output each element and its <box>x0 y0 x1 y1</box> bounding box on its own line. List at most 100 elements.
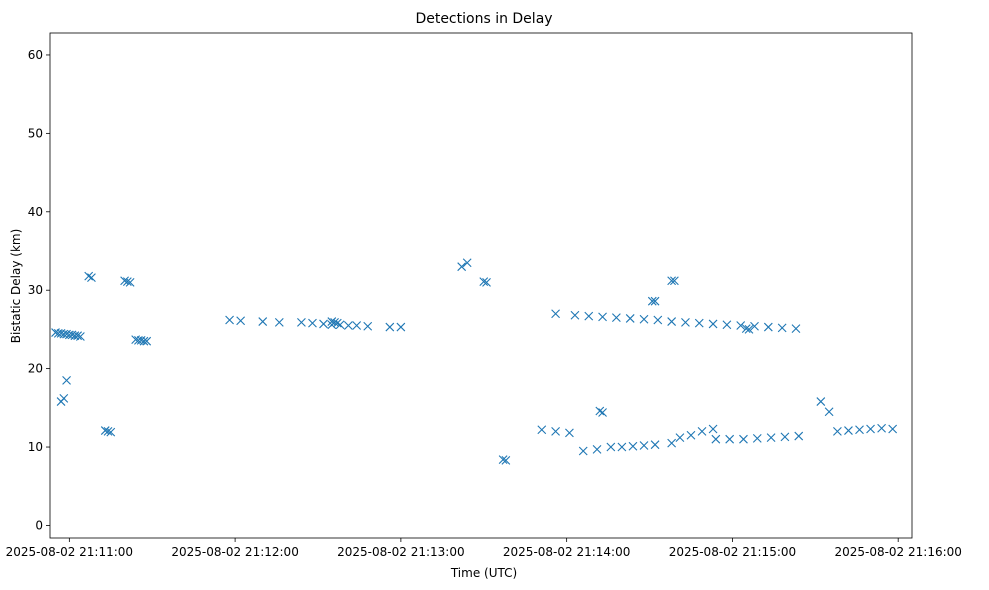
data-point <box>84 271 94 281</box>
plot-frame <box>49 32 913 539</box>
data-point <box>327 317 337 326</box>
data-point <box>763 322 773 332</box>
data-point <box>319 319 328 329</box>
data-point <box>363 321 373 331</box>
data-point <box>617 442 627 452</box>
data-point <box>855 425 864 435</box>
data-point <box>741 324 751 334</box>
data-point <box>650 440 660 450</box>
x-tick-label: 2025-08-02 21:16:00 <box>834 545 961 559</box>
y-tick-label: 50 <box>28 126 43 140</box>
x-tick-label: 2025-08-02 21:13:00 <box>337 545 464 559</box>
data-point <box>752 434 762 443</box>
data-point <box>584 311 594 321</box>
data-point <box>274 317 284 327</box>
data-point <box>816 397 826 406</box>
data-point <box>708 424 718 434</box>
data-point <box>725 434 735 444</box>
data-point <box>76 332 85 341</box>
data-point <box>647 296 657 306</box>
data-point <box>482 277 491 287</box>
data-point <box>670 276 679 286</box>
data-point <box>888 424 898 434</box>
data-point <box>628 441 638 451</box>
x-tick-label: 2025-08-02 21:15:00 <box>669 545 796 559</box>
data-point <box>120 276 129 286</box>
data-point <box>606 442 616 452</box>
data-point <box>694 318 704 328</box>
data-point <box>225 315 234 325</box>
data-point <box>766 433 776 443</box>
data-point <box>103 426 113 436</box>
y-tick-label: 30 <box>28 283 43 297</box>
data-point <box>667 438 677 448</box>
data-point <box>833 426 842 436</box>
data-point <box>125 277 135 287</box>
data-point <box>335 320 345 330</box>
data-point <box>343 321 353 330</box>
data-point <box>352 321 362 330</box>
x-tick-label: 2025-08-02 21:12:00 <box>171 545 298 559</box>
y-axis-label: Bistatic Delay (km) <box>9 229 23 344</box>
data-point <box>59 394 69 403</box>
data-point <box>73 331 83 341</box>
data-point <box>565 428 574 438</box>
data-point <box>744 325 754 334</box>
chart-title: Detections in Delay <box>415 11 552 27</box>
data-point <box>686 430 696 440</box>
data-point <box>498 455 508 464</box>
data-point <box>479 277 489 286</box>
y-tick-label: 20 <box>28 362 43 376</box>
y-tick-label: 40 <box>28 205 43 219</box>
y-tick-label: 60 <box>28 48 43 62</box>
data-point <box>750 321 759 331</box>
data-point <box>824 407 834 417</box>
data-point <box>739 434 748 444</box>
data-point <box>501 455 511 465</box>
data-point <box>122 277 132 286</box>
data-point <box>711 434 721 444</box>
data-point <box>598 312 607 322</box>
data-point <box>595 406 605 416</box>
y-axis: 0 10 20 30 40 50 60 <box>28 48 50 532</box>
x-axis: 2025-08-02 21:11:00 2025-08-02 21:12:00 20… <box>6 538 962 559</box>
data-point <box>100 426 110 435</box>
data-point <box>462 258 472 268</box>
data-point <box>236 316 246 326</box>
data-point <box>639 441 649 450</box>
y-tick-label: 0 <box>35 518 43 532</box>
points-layer <box>51 258 898 465</box>
x-tick-label: 2025-08-02 21:14:00 <box>503 545 630 559</box>
data-point <box>551 309 560 319</box>
data-point <box>258 317 268 326</box>
data-point <box>794 431 804 441</box>
data-point <box>667 317 677 326</box>
data-point <box>106 427 116 437</box>
x-tick-label: 2025-08-02 21:11:00 <box>6 545 133 559</box>
data-point <box>877 423 886 433</box>
data-point <box>681 317 690 327</box>
data-point <box>308 318 317 328</box>
data-point <box>551 426 560 436</box>
data-point <box>625 314 635 323</box>
data-point <box>457 262 467 272</box>
data-point <box>780 432 790 442</box>
x-axis-label: Time (UTC) <box>450 566 517 580</box>
data-point <box>142 336 152 346</box>
data-point <box>777 323 787 333</box>
data-point <box>722 320 732 330</box>
data-point <box>791 324 801 334</box>
data-point <box>396 322 406 332</box>
data-point <box>330 317 339 327</box>
y-tick-label: 10 <box>28 440 43 454</box>
data-point <box>537 425 547 435</box>
data-point <box>697 426 707 436</box>
data-point <box>611 313 621 323</box>
data-point <box>578 446 588 456</box>
data-point <box>385 322 395 332</box>
data-point <box>87 273 96 283</box>
data-point <box>570 310 580 320</box>
data-point <box>297 317 306 327</box>
plot-area <box>50 33 912 538</box>
